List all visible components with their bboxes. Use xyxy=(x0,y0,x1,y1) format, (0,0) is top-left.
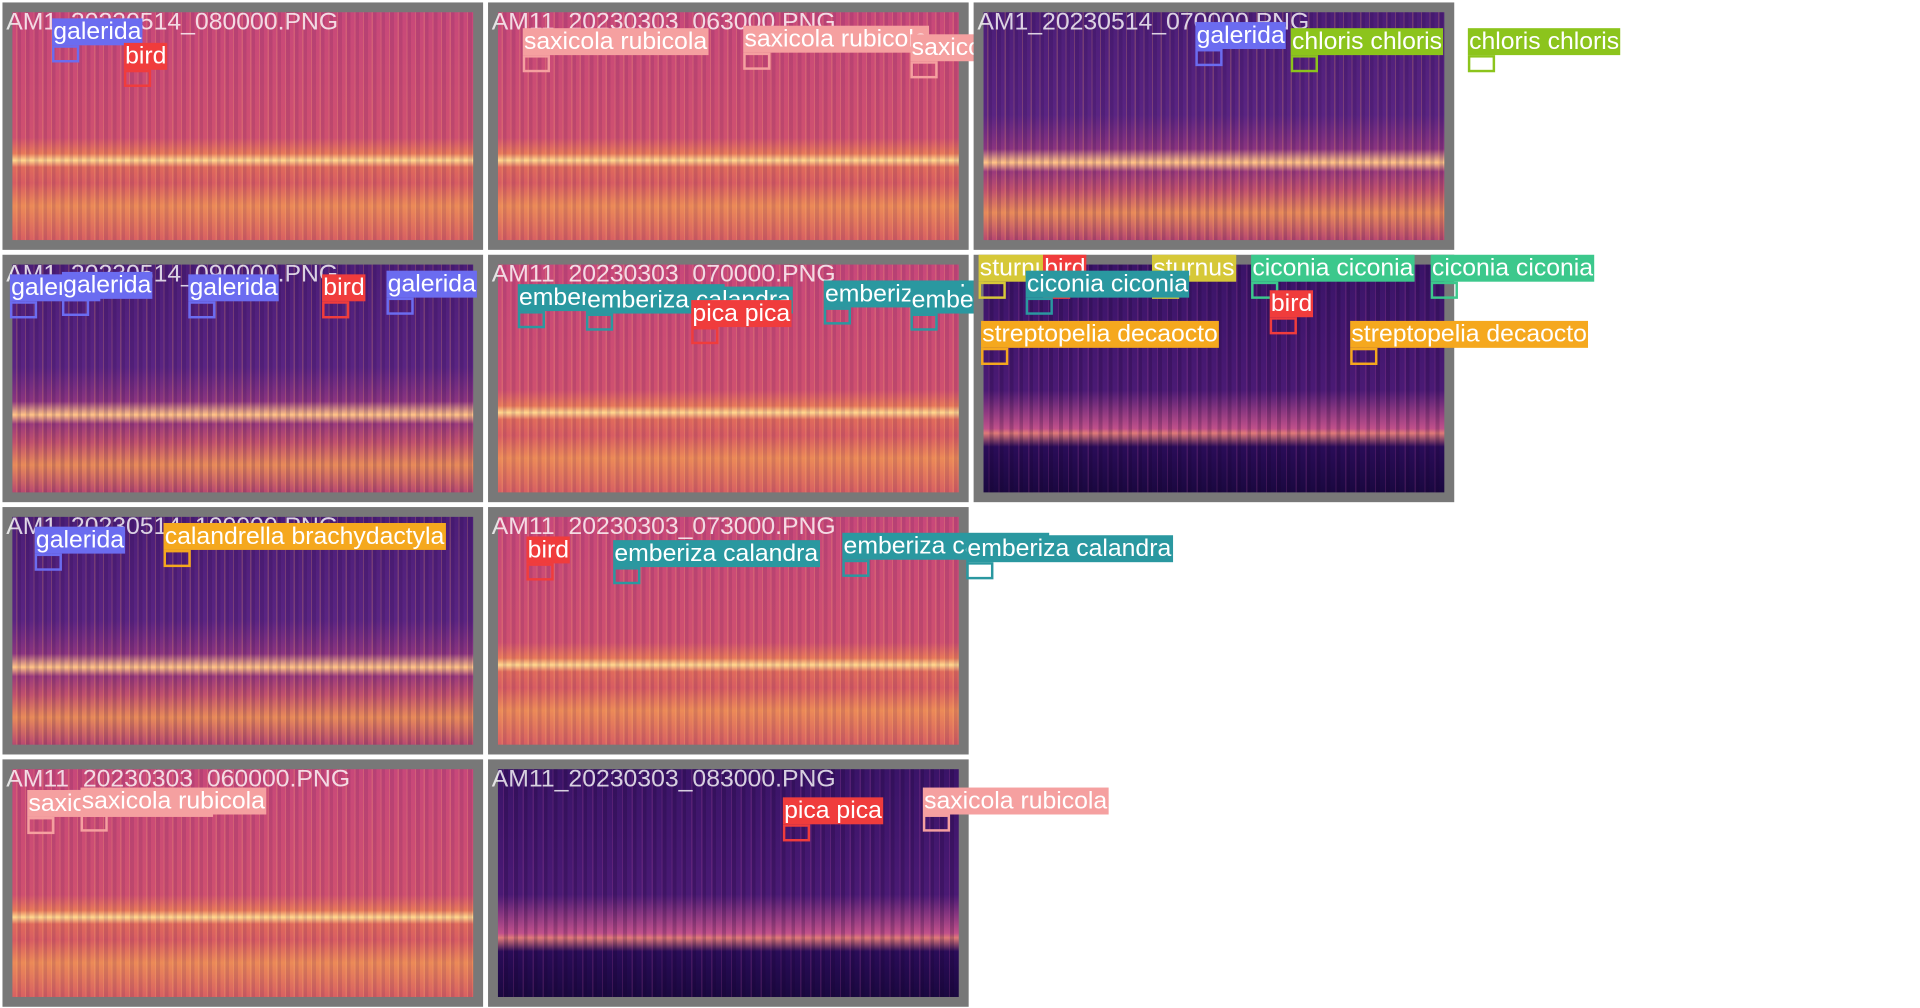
spectrogram xyxy=(12,264,474,493)
detection-label: pica pica xyxy=(782,797,884,825)
detection-box xyxy=(322,301,350,319)
detection-label: galerida xyxy=(188,274,279,302)
detection-label: streptopelia decaocto xyxy=(981,320,1220,348)
detection-label: saxicola rubicola xyxy=(922,787,1109,815)
detection-label: galerida xyxy=(61,271,153,299)
detection-box xyxy=(27,816,55,835)
detection-label: sturnus xyxy=(1151,254,1236,282)
detection-label: streptopelia decaocto xyxy=(1350,320,1589,348)
detection-label: ciconia ciconia xyxy=(1025,270,1190,298)
detection-label: bird xyxy=(1269,290,1314,318)
spectrogram-tile xyxy=(2,507,484,755)
detection-label: galerida xyxy=(52,18,143,46)
detection-box xyxy=(910,313,938,331)
spectrogram xyxy=(12,12,474,241)
detection-box xyxy=(1290,55,1318,73)
detection-label: saxicola rubicola xyxy=(80,787,267,815)
tile-title: AM11_20230303_070000.PNG xyxy=(491,260,836,288)
detection-box xyxy=(966,562,994,580)
detection-box xyxy=(522,55,550,73)
detection-box xyxy=(9,301,38,319)
detection-box xyxy=(842,559,870,577)
spectrogram-tile xyxy=(2,2,484,250)
detection-box xyxy=(1350,347,1378,365)
detection-label: emberiza calandra xyxy=(966,535,1173,563)
detection-label: calandrella brachydactyla xyxy=(163,522,446,550)
detection-label: galerida xyxy=(1195,22,1286,49)
detection-box xyxy=(691,327,719,345)
detection-box xyxy=(526,563,554,581)
detection-box xyxy=(163,549,191,568)
detection-label: galerida xyxy=(34,526,126,554)
detection-box xyxy=(823,307,851,325)
detection-label: saxicola rubicola xyxy=(743,25,929,53)
detection-label: galerida xyxy=(386,270,478,298)
detection-box xyxy=(1269,317,1297,335)
detection-box xyxy=(1195,48,1223,67)
detection-label: saxicola rubicola xyxy=(522,28,709,56)
detection-label: chloris chloris xyxy=(1467,28,1621,56)
detection-box xyxy=(978,281,1006,299)
detection-box xyxy=(52,45,80,63)
detection-box xyxy=(1430,281,1458,299)
detection-label: bird xyxy=(123,42,168,70)
detection-label: ciconia ciconia xyxy=(1430,254,1595,282)
detection-box xyxy=(585,313,614,331)
detection-box xyxy=(981,347,1009,365)
spectrogram xyxy=(497,769,959,997)
detection-box xyxy=(123,69,152,87)
tile-title: AM11_20230303_083000.PNG xyxy=(491,765,836,793)
detection-box xyxy=(386,297,414,315)
detection-label: emberiza calandra xyxy=(613,540,820,568)
detection-box xyxy=(1025,297,1053,315)
detection-label: chloris chloris xyxy=(1290,28,1444,56)
tile-title: AM11_20230303_073000.PNG xyxy=(491,513,836,541)
detection-label: bird xyxy=(322,274,366,302)
spectrogram-tile xyxy=(488,759,969,1007)
detection-box xyxy=(517,311,546,329)
detection-box xyxy=(743,52,771,70)
detection-label: bird xyxy=(526,536,571,564)
detection-box xyxy=(922,814,951,832)
spectrogram xyxy=(983,264,1445,493)
detection-box xyxy=(782,824,811,842)
detection-box xyxy=(80,814,108,832)
detection-box xyxy=(34,553,62,571)
detection-box xyxy=(188,301,216,319)
detection-box xyxy=(1467,55,1496,73)
detection-box xyxy=(61,298,90,316)
spectrogram xyxy=(12,516,474,745)
detection-box xyxy=(613,567,641,585)
detection-label: pica pica xyxy=(691,300,792,328)
detection-label: ciconia ciconia xyxy=(1251,254,1415,282)
detection-box xyxy=(910,61,938,79)
